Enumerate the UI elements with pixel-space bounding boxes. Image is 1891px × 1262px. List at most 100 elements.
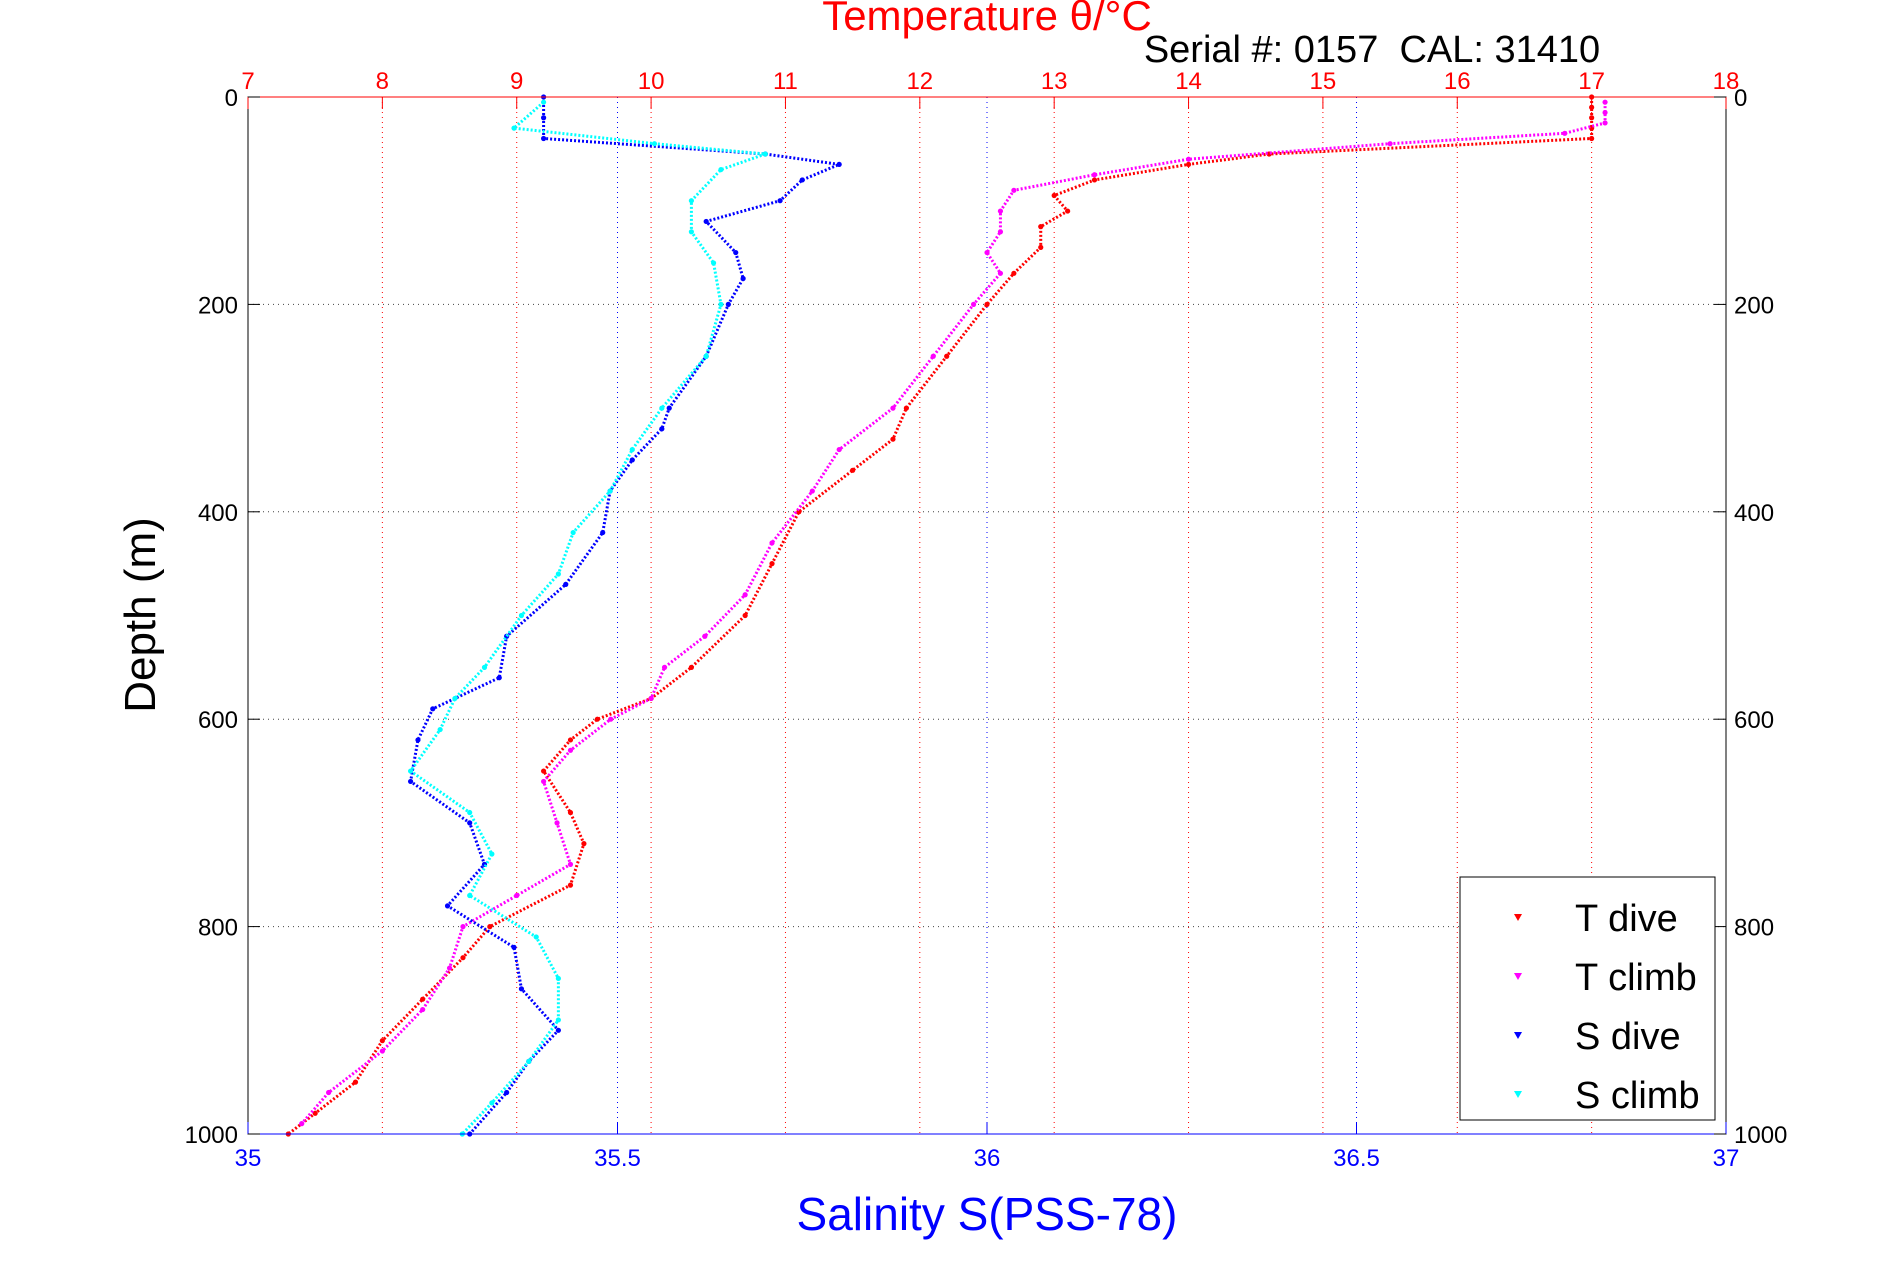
data-point-t-dive xyxy=(541,768,547,774)
data-point-s-dive xyxy=(504,1089,510,1096)
data-point-s-dive xyxy=(407,778,414,785)
data-point-s-climb xyxy=(703,353,709,359)
data-point-t-climb xyxy=(648,695,654,702)
data-point-s-climb xyxy=(629,446,635,453)
legend-marker-t-dive xyxy=(1514,914,1522,921)
data-point-s-dive xyxy=(836,161,842,168)
data-point-t-dive xyxy=(460,955,466,961)
data-point-t-dive xyxy=(1091,177,1098,183)
data-point-t-dive xyxy=(567,882,574,888)
data-point-s-climb xyxy=(570,529,576,536)
legend-label-t-climb: T climb xyxy=(1575,957,1697,999)
data-point-s-dive xyxy=(511,944,517,950)
data-point-t-climb xyxy=(930,353,936,359)
legend-marker-s-climb xyxy=(1514,1091,1522,1098)
data-point-t-climb xyxy=(1602,99,1608,105)
data-point-s-dive xyxy=(415,737,421,743)
temperature-tick-label: 10 xyxy=(638,68,665,95)
data-point-t-dive xyxy=(567,809,574,816)
data-point-s-climb xyxy=(555,1017,561,1023)
data-point-t-climb xyxy=(420,1006,426,1013)
depth-axis-right-ticks: 0 200 400 600 800 1000 xyxy=(1714,85,1787,1149)
data-point-t-climb xyxy=(984,249,990,256)
data-point-s-dive xyxy=(430,706,436,712)
chart-title: Temperature θ/°C xyxy=(822,0,1152,39)
data-point-s-dive xyxy=(518,986,525,992)
data-point-t-dive xyxy=(984,301,990,307)
data-point-s-dive xyxy=(666,405,672,411)
depth-tick-label-right: 400 xyxy=(1734,500,1774,527)
data-point-t-dive xyxy=(379,1038,385,1044)
data-point-s-climb xyxy=(467,892,473,899)
data-point-t-dive xyxy=(1051,192,1057,199)
data-point-t-climb xyxy=(379,1048,385,1054)
temperature-tick-label: 15 xyxy=(1310,68,1337,95)
data-point-s-climb xyxy=(437,726,443,733)
data-point-t-climb xyxy=(299,1121,305,1127)
depth-tick-label-right: 600 xyxy=(1734,707,1774,734)
data-point-s-dive xyxy=(629,457,635,463)
data-point-s-dive xyxy=(467,820,473,826)
data-point-t-climb xyxy=(702,633,708,639)
data-point-t-dive xyxy=(1589,135,1595,142)
data-point-t-climb xyxy=(1091,172,1098,178)
legend-label-s-dive: S dive xyxy=(1575,1016,1681,1058)
temperature-tick-label: 11 xyxy=(773,68,798,95)
series-s-climb xyxy=(407,99,768,1137)
data-point-t-climb xyxy=(567,861,574,867)
data-point-t-climb xyxy=(567,747,574,753)
salinity-tick-label: 36 xyxy=(974,1145,1001,1172)
data-point-s-dive xyxy=(659,426,665,432)
temperature-tick-label: 14 xyxy=(1175,68,1202,95)
data-point-t-climb xyxy=(446,965,453,971)
series-t-climb xyxy=(299,99,1608,1127)
series-line-t-dive xyxy=(287,97,1594,1136)
data-point-t-climb xyxy=(460,924,466,930)
data-point-s-climb xyxy=(526,1058,532,1065)
data-point-t-dive xyxy=(1038,224,1044,230)
data-point-t-climb xyxy=(769,540,775,546)
legend-box xyxy=(1459,876,1716,1121)
data-point-t-climb xyxy=(326,1089,332,1096)
data-point-s-climb xyxy=(555,571,561,577)
temperature-tick-label: 17 xyxy=(1578,68,1605,95)
data-point-s-climb xyxy=(659,405,665,411)
data-point-t-climb xyxy=(1011,187,1017,193)
depth-tick-label-left: 600 xyxy=(198,707,238,734)
series-s-dive xyxy=(407,94,842,1137)
depth-tick-label-right: 200 xyxy=(1734,292,1774,319)
depth-tick-label-left: 1000 xyxy=(185,1122,238,1149)
data-point-s-climb xyxy=(607,488,613,494)
temperature-tick-label: 8 xyxy=(376,68,389,95)
data-point-t-dive xyxy=(944,353,950,359)
data-point-s-climb xyxy=(489,1100,495,1106)
data-point-t-dive xyxy=(890,436,896,442)
temperature-axis-ticks: 7 8 9 10 11 12 13 14 15 16 17 18 xyxy=(241,68,1739,109)
depth-tick-label-right: 1000 xyxy=(1734,1122,1787,1149)
data-point-s-climb xyxy=(407,768,414,774)
data-point-t-dive xyxy=(1589,115,1595,121)
data-point-t-climb xyxy=(1602,120,1608,126)
data-point-s-dive xyxy=(799,177,805,183)
data-point-s-climb xyxy=(452,695,458,702)
temperature-tick-label: 13 xyxy=(1041,68,1068,95)
depth-tick-label-left: 800 xyxy=(198,915,238,942)
data-point-s-climb xyxy=(718,301,724,307)
data-point-s-climb xyxy=(467,809,473,816)
data-point-t-climb xyxy=(661,664,668,670)
data-point-t-dive xyxy=(1011,270,1017,276)
data-point-s-dive xyxy=(563,581,569,587)
data-point-s-dive xyxy=(740,275,746,282)
salinity-tick-label: 36.5 xyxy=(1333,1145,1380,1172)
data-point-t-dive xyxy=(903,405,909,411)
data-point-s-climb xyxy=(688,198,695,204)
data-point-s-climb xyxy=(489,851,495,857)
data-point-t-dive xyxy=(688,664,695,670)
data-point-s-dive xyxy=(725,301,731,307)
data-point-t-dive xyxy=(352,1079,359,1085)
salinity-tick-label: 37 xyxy=(1713,1145,1740,1172)
data-point-s-dive xyxy=(444,903,451,909)
data-point-s-climb xyxy=(688,229,695,235)
data-point-t-climb xyxy=(970,301,977,307)
